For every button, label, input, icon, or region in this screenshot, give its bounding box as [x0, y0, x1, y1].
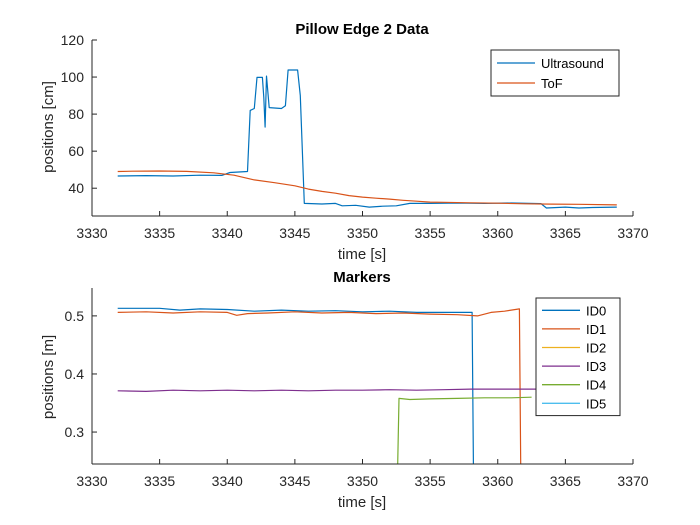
- x-tick-label: 3370: [617, 473, 648, 489]
- x-tick-label: 3350: [347, 473, 378, 489]
- legend-label-ultrasound: Ultrasound: [541, 56, 604, 71]
- chart-title: Markers: [333, 269, 391, 286]
- legend-box: [490, 49, 620, 97]
- x-tick-label: 3330: [76, 473, 107, 489]
- y-tick-label: 0.4: [65, 366, 85, 382]
- legend-box: [535, 297, 621, 417]
- x-tick-label: 3355: [415, 225, 446, 241]
- x-tick-label: 3330: [76, 225, 107, 241]
- x-tick-label: 3335: [144, 225, 175, 241]
- y-tick-label: 60: [68, 143, 84, 159]
- x-tick-label: 3340: [212, 225, 243, 241]
- x-tick-label: 3355: [415, 473, 446, 489]
- legend-label-id5: ID5: [586, 396, 606, 411]
- legend: ID0 ID1 ID2 ID3 ID4 ID5: [535, 297, 621, 417]
- x-tick-label: 3345: [279, 473, 310, 489]
- legend-label-tof: ToF: [541, 76, 563, 91]
- series-line-id4: [397, 396, 532, 464]
- y-tick-label: 120: [61, 32, 85, 48]
- ultrasound-tof-panel: Ultrasound ToF Pillow Edge 2 Data time [s] p…: [40, 21, 649, 263]
- series-line-id0: [117, 307, 474, 464]
- y-tick-label: 0.5: [65, 308, 85, 324]
- x-tick-label: 3360: [482, 473, 513, 489]
- legend: Ultrasound ToF: [490, 49, 620, 97]
- x-tick-label: 3365: [550, 225, 581, 241]
- series-line-tof: [117, 170, 617, 206]
- series-line-id3: [117, 388, 544, 392]
- x-axis-label: time [s]: [338, 494, 386, 511]
- legend-label-id3: ID3: [586, 359, 606, 374]
- y-axis-label: positions [m]: [40, 335, 57, 419]
- y-tick-label: 100: [61, 69, 85, 85]
- legend-label-id4: ID4: [586, 378, 606, 393]
- x-tick-label: 3340: [212, 473, 243, 489]
- x-tick-label: 3345: [279, 225, 310, 241]
- y-tick-label: 40: [68, 180, 84, 196]
- x-tick-label: 3350: [347, 225, 378, 241]
- x-tick-label: 3365: [550, 473, 581, 489]
- y-tick-label: 80: [68, 106, 84, 122]
- legend-label-id0: ID0: [586, 303, 606, 318]
- y-tick-label: 0.3: [65, 424, 85, 440]
- chart-title: Pillow Edge 2 Data: [295, 21, 429, 38]
- y-axis-label: positions [cm]: [40, 81, 57, 173]
- x-tick-label: 3360: [482, 225, 513, 241]
- markers-panel: ID0 ID1 ID2 ID3 ID4 ID5 Markers time [s] positio…: [40, 269, 649, 511]
- series-line-id1: [117, 308, 522, 464]
- legend-label-id2: ID2: [586, 341, 606, 356]
- legend-label-id1: ID1: [586, 322, 606, 337]
- series-group: [117, 307, 544, 464]
- series-group: [117, 69, 617, 209]
- x-tick-label: 3370: [617, 225, 648, 241]
- x-axis-label: time [s]: [338, 246, 386, 263]
- x-tick-label: 3335: [144, 473, 175, 489]
